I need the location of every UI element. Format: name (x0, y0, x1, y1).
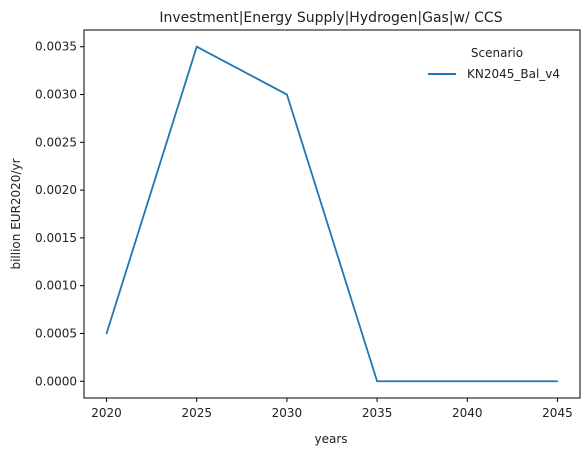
x-tick-label: 2030 (272, 406, 303, 420)
series-point (195, 45, 198, 48)
x-axis-label: years (314, 432, 347, 446)
y-tick-label: 0.0030 (35, 88, 77, 102)
y-tick-label: 0.0005 (35, 326, 77, 340)
y-axis-label: billion EUR2020/yr (9, 158, 23, 269)
y-tick-label: 0.0025 (35, 135, 77, 149)
y-tick-label: 0.0010 (35, 279, 77, 293)
x-tick-label: 2020 (91, 406, 122, 420)
x-tick-label: 2025 (181, 406, 212, 420)
legend-title: Scenario (471, 46, 523, 60)
x-tick-label: 2045 (542, 406, 573, 420)
series-point (466, 380, 469, 383)
series-point (286, 93, 288, 96)
y-tick-label: 0.0000 (35, 374, 77, 388)
chart-title: Investment|Energy Supply|Hydrogen|Gas|w/… (159, 10, 502, 26)
legend: Scenario KN2045_Bal_v4 (428, 46, 560, 81)
y-axis: 0.0000 0.0005 0.0010 0.0015 0.0020 0.0025 0.00… (35, 40, 84, 388)
series-point (376, 380, 378, 383)
x-tick-label: 2035 (362, 406, 393, 420)
x-axis: 2020 2025 2030 2035 2040 2045 (91, 398, 573, 420)
series-line (105, 45, 558, 383)
y-tick-label: 0.0015 (35, 231, 77, 245)
legend-label: KN2045_Bal_v4 (467, 67, 560, 81)
series-layer (105, 45, 559, 383)
y-tick-label: 0.0020 (35, 183, 77, 197)
series-point (105, 332, 108, 335)
y-tick-label: 0.0035 (35, 40, 77, 54)
series-point (556, 380, 559, 383)
x-tick-label: 2040 (452, 406, 483, 420)
plot-area (83, 29, 581, 399)
